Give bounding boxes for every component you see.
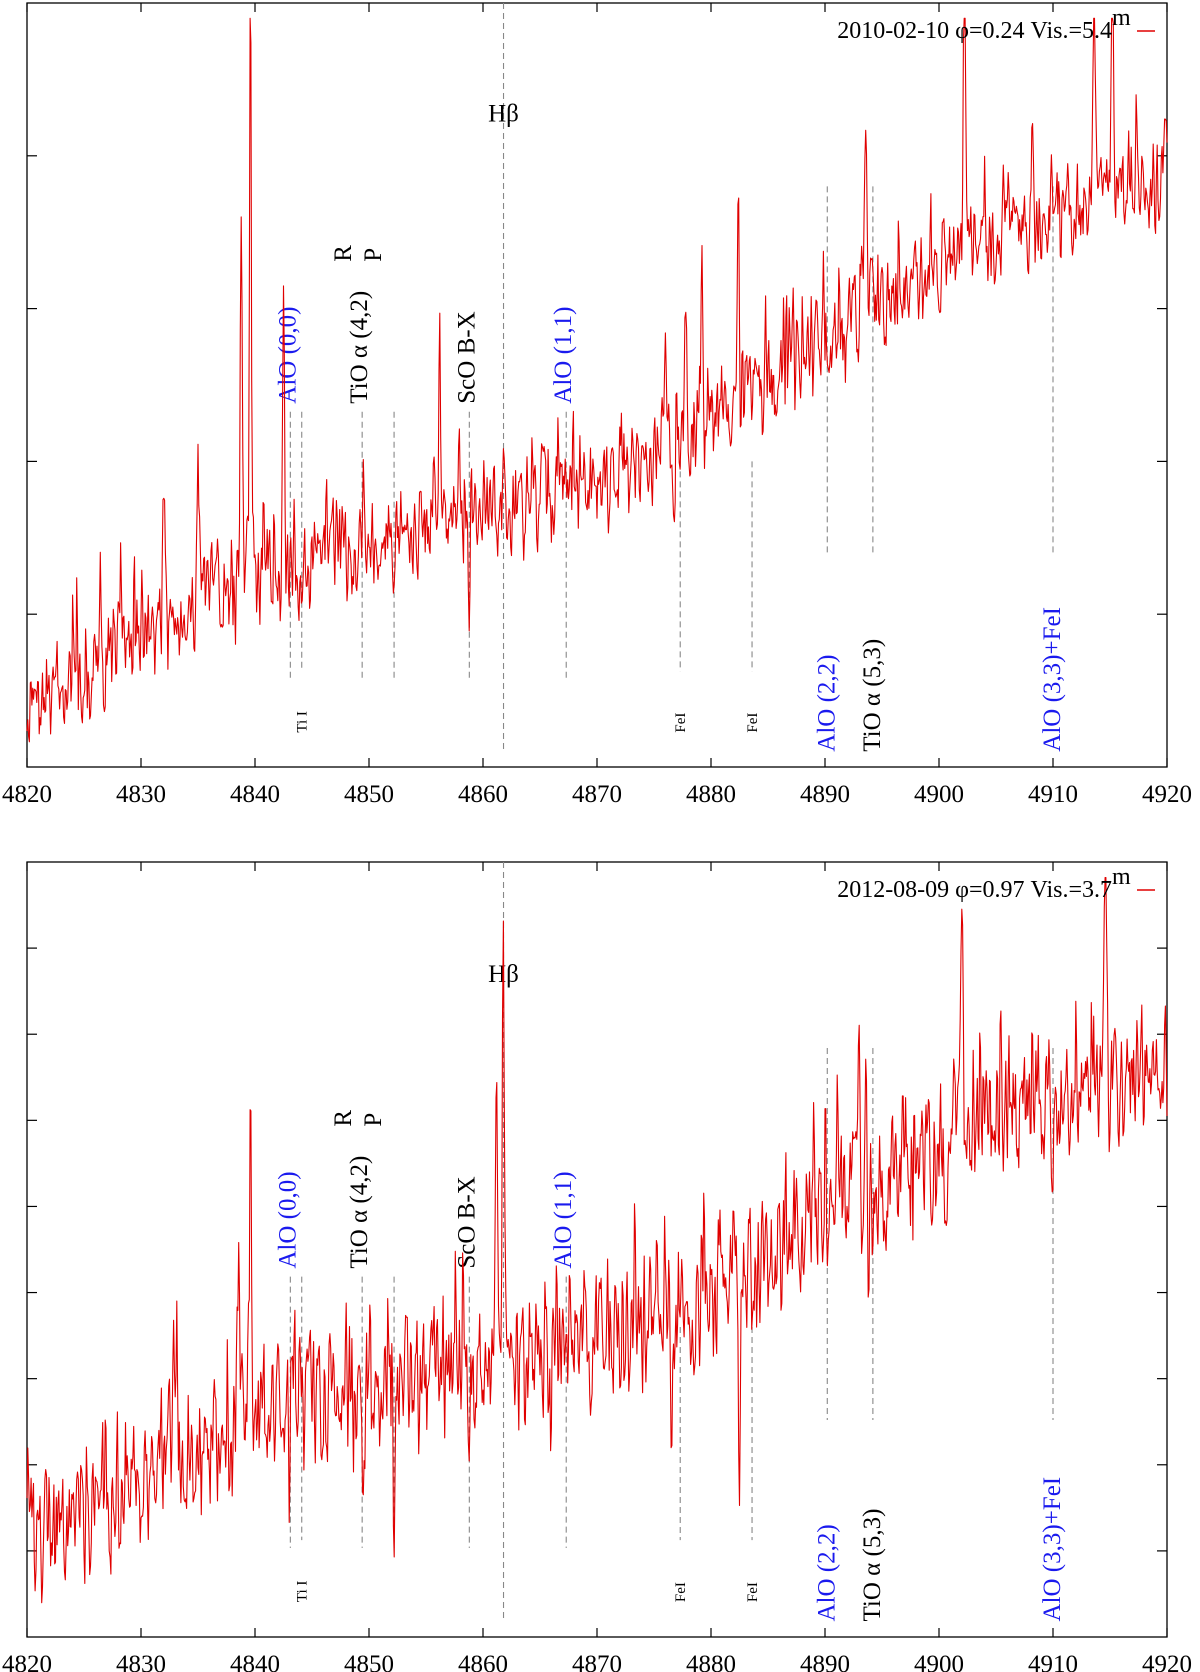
line-label: AlO (0,0) [274,1171,301,1268]
line-label-branch-p: P [360,248,387,262]
legend-label: 2012-08-09 φ=0.97 Vis.=3.7 [837,877,1112,903]
x-tick-label: 4870 [572,1651,622,1672]
line-label: FeI [745,1582,761,1602]
x-tick-label: 4920 [1142,781,1192,808]
line-label: FeI [673,713,689,733]
panel-2010: 4820 4830 4840 4850 4860 4870 4880 4890 4900 4910… [2,2,1192,808]
plot-frame [26,861,1168,1638]
line-label-branch-r: R [330,245,357,262]
x-tick-label: 4890 [800,1651,850,1672]
x-tick-label: 4860 [458,781,508,808]
line-label-hbeta: Hβ [488,100,519,127]
x-tick-label: 4850 [344,781,394,808]
x-tick-label: 4900 [914,1651,964,1672]
line-label-branch-r: R [330,1110,357,1127]
line-label: AlO (3,3)+FeI [1039,1477,1066,1622]
x-tick-label: 4900 [914,781,964,808]
line-label: FeI [745,713,761,733]
legend-label: 2010-02-10 φ=0.24 Vis.=5.4 [837,18,1112,44]
line-label: AlO (0,0) [274,307,301,404]
line-label: FeI [673,1582,689,1602]
x-tick-label: 4830 [116,781,166,808]
line-label: TiO α (5,3) [859,1509,886,1622]
line-label: AlO (1,1) [550,1171,577,1268]
x-tick-label: 4870 [572,781,622,808]
legend-superscript: m [1112,864,1131,890]
line-label: AlO (2,2) [813,655,840,752]
x-tick-label: 4920 [1142,1651,1192,1672]
x-tick-label: 4820 [2,781,52,808]
x-tick-label: 4910 [1028,781,1078,808]
line-label: ScO B-X [453,311,480,403]
spectrum-line [26,876,1168,1604]
x-tick-label: 4910 [1028,1651,1078,1672]
line-label: AlO (3,3)+FeI [1039,607,1066,752]
x-tick-label: 4880 [686,1651,736,1672]
line-label: TiO α (4,2) [346,1156,373,1269]
x-tick-label: 4850 [344,1651,394,1672]
line-label: TiO α (4,2) [346,291,373,404]
x-tick-label: 4840 [230,1651,280,1672]
line-label: AlO (1,1) [550,307,577,404]
panel-2012: 4820 4830 4840 4850 4860 4870 4880 4890 4900 4910… [2,861,1192,1672]
line-label-branch-p: P [360,1113,387,1127]
line-label: Ti I [295,1581,311,1603]
x-tick-label: 4880 [686,781,736,808]
x-tick-label: 4830 [116,1651,166,1672]
x-tick-label: 4820 [2,1651,52,1672]
x-tick-label: 4840 [230,781,280,808]
x-tick-label: 4890 [800,781,850,808]
line-label: Ti I [295,711,311,733]
line-label: ScO B-X [453,1176,480,1268]
line-label: TiO α (5,3) [859,639,886,752]
spectrum-line [26,17,1168,743]
legend-superscript: m [1112,5,1131,31]
x-tick-label: 4860 [458,1651,508,1672]
plot-frame [26,2,1168,768]
line-label: AlO (2,2) [813,1524,840,1621]
